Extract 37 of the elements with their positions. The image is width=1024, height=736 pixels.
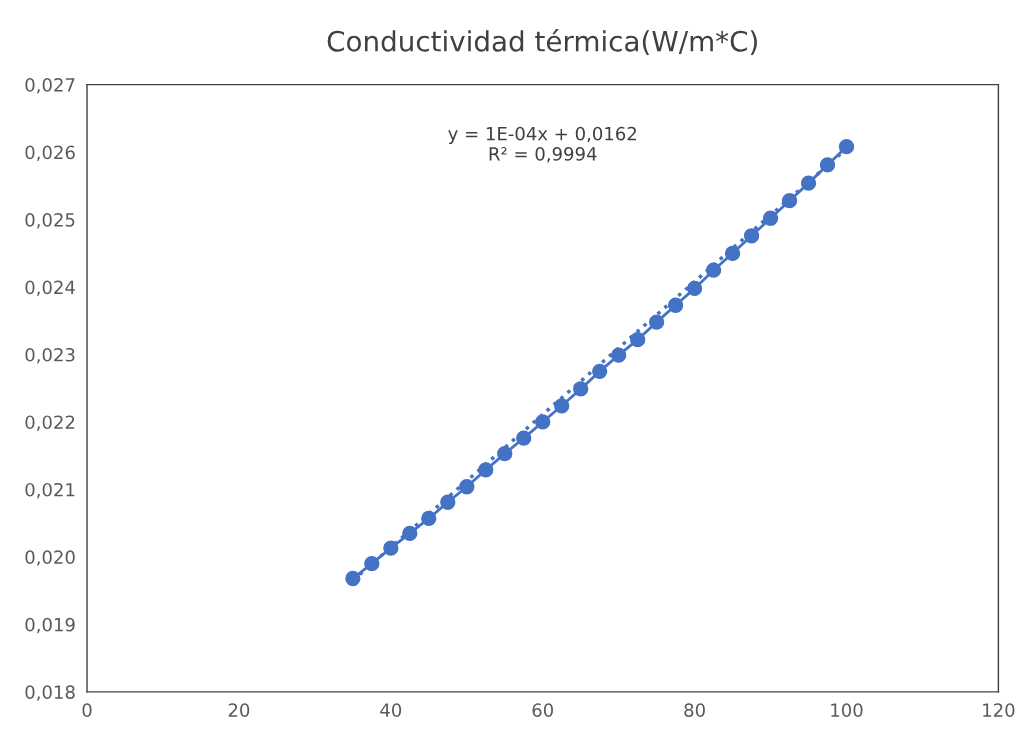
chart-title: Conductividad térmica(W/m*C) [327, 29, 757, 55]
x-tick-label: 120 [983, 703, 1015, 717]
point [497, 446, 513, 462]
x-tick-label: 20 [228, 703, 250, 717]
y-tick-label: 0,027 [25, 78, 75, 94]
point [762, 210, 779, 226]
x-tick-label: 40 [380, 703, 402, 717]
point [686, 280, 703, 297]
x-tick-label: 0 [82, 703, 92, 717]
y-tick-label: 0,024 [25, 280, 75, 296]
point [554, 398, 570, 414]
y-tick-label: 0,021 [25, 482, 75, 499]
point [345, 570, 361, 587]
point [440, 494, 456, 510]
x-tick-label: 100 [831, 703, 863, 717]
point [611, 347, 627, 363]
y-tick-label: 0,025 [25, 213, 75, 229]
y-tick-label: 0,026 [25, 145, 75, 162]
x-tick-label: 60 [532, 703, 554, 717]
point [459, 479, 475, 495]
y-tick-label: 0,020 [25, 550, 75, 566]
point [724, 245, 741, 261]
point [649, 314, 665, 330]
y-tick-label: 0,018 [25, 685, 75, 701]
annotation: y = 1E-04x + 0,0162 R² = 0,9994 [448, 126, 636, 163]
point [573, 381, 589, 397]
point [667, 297, 684, 313]
y-tick-label: 0,022 [25, 415, 75, 431]
point [592, 363, 608, 380]
point [516, 430, 532, 446]
y-tick-label: 0,019 [25, 617, 75, 634]
point [535, 414, 551, 430]
point [838, 139, 855, 155]
point [743, 228, 760, 244]
x-tick-label: 80 [684, 703, 705, 717]
point [630, 332, 646, 348]
y-tick-label: 0,023 [25, 347, 75, 364]
